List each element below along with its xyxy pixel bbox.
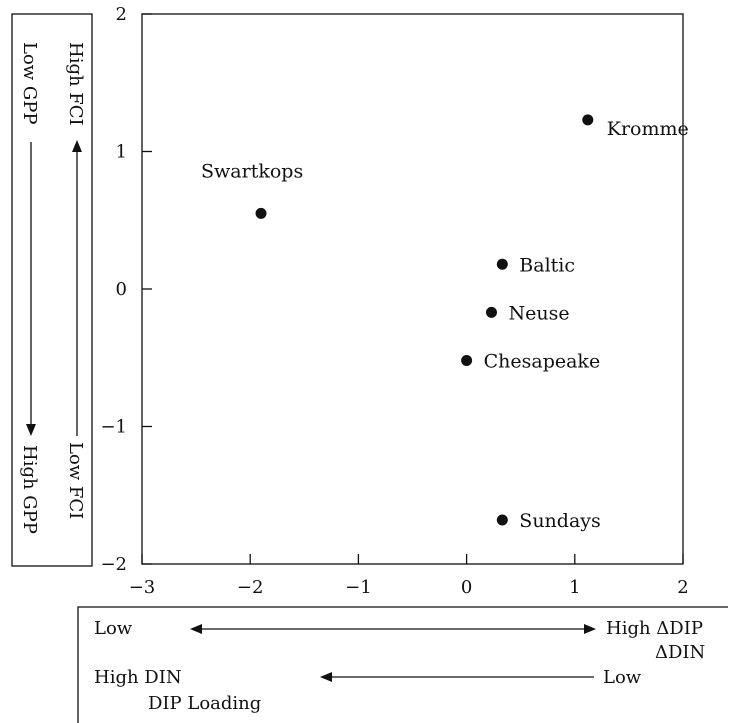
x-tick-label: −2 (237, 577, 264, 598)
plot-area (141, 13, 684, 565)
low-gpp-label: Low GPP (19, 42, 40, 125)
high-delta-dip-label: High ΔDIP (606, 618, 703, 639)
bottom-annotation-box (77, 606, 728, 723)
data-point (461, 355, 473, 366)
left-annotation: Low GPP High GPP High FCI Low FCI (11, 13, 93, 567)
y-tick-label: 2 (116, 4, 127, 25)
left-annotation-box (11, 13, 93, 567)
x-axis-ticks: −3 −2 −1 0 1 2 (129, 554, 689, 598)
high-gpp-label: High GPP (19, 445, 40, 534)
point-label: Neuse (508, 302, 569, 324)
point-label: Baltic (519, 254, 575, 276)
x-tick-label: −1 (345, 577, 372, 598)
point-label: Swartkops (201, 160, 303, 182)
x-tick-label: 2 (677, 577, 688, 598)
low-fci-label: Low FCI (65, 442, 86, 519)
dip-low-label: Low (94, 618, 133, 639)
data-points: Kromme Swartkops Baltic Neuse Chesapeake Sund… (201, 114, 689, 532)
delta-din-label: ΔDIN (655, 642, 705, 663)
high-din-label: High DIN (94, 667, 182, 688)
dip-loading-label: DIP Loading (148, 693, 261, 714)
y-tick-label: 0 (116, 279, 127, 300)
y-axis-ticks: −2 −1 0 1 2 (100, 4, 152, 575)
din-low-label: Low (603, 667, 642, 688)
x-tick-label: 1 (569, 577, 580, 598)
high-fci-label: High FCI (65, 42, 86, 126)
data-point (255, 207, 267, 219)
data-point (485, 306, 497, 318)
point-label: Sundays (519, 510, 600, 532)
y-tick-label: −2 (100, 554, 127, 575)
y-tick-label: −1 (100, 417, 127, 438)
point-label: Kromme (607, 118, 689, 140)
data-point (496, 514, 508, 526)
point-label: Chesapeake (484, 351, 601, 373)
y-tick-label: 1 (116, 142, 127, 163)
data-point (582, 114, 594, 126)
x-tick-label: −3 (129, 577, 156, 598)
bottom-annotation: Low High ΔDIP ΔDIN High DIN DIP Loading … (77, 606, 728, 723)
data-point (496, 258, 508, 270)
x-tick-label: 0 (461, 577, 472, 598)
